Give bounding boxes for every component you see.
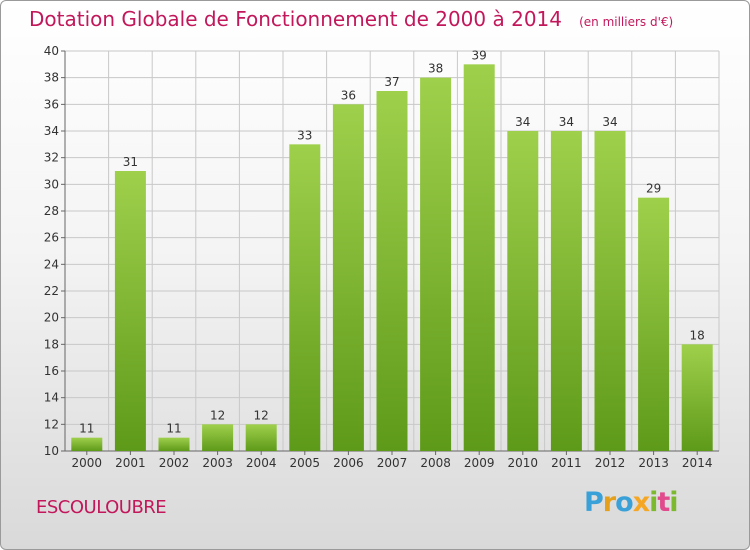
x-tick-label: 2001 [115, 456, 146, 470]
y-tick-label: 40 [44, 44, 59, 58]
bar [594, 131, 626, 451]
x-tick-label: 2010 [508, 456, 539, 470]
y-tick-label: 22 [44, 284, 59, 298]
x-tick-label: 2000 [72, 456, 103, 470]
x-tick-label: 2009 [464, 456, 495, 470]
value-label: 37 [384, 75, 399, 89]
y-tick-label: 38 [44, 71, 59, 85]
value-label: 34 [515, 115, 530, 129]
value-label: 12 [210, 408, 225, 422]
x-tick-label: 2007 [377, 456, 408, 470]
value-label: 34 [559, 115, 574, 129]
value-label: 38 [428, 62, 443, 76]
x-tick-label: 2002 [159, 456, 190, 470]
bar [550, 131, 582, 451]
value-label: 36 [341, 88, 356, 102]
value-labels: 11 31 11 12 12 33 36 37 38 39 34 34 34 29 18 [79, 48, 705, 435]
x-tick-label: 2006 [333, 456, 364, 470]
bar [638, 197, 670, 451]
value-label: 29 [646, 182, 661, 196]
proxiti-logo[interactable]: Proxiti [584, 487, 679, 518]
y-tick-label: 16 [44, 364, 59, 378]
x-tick-label: 2003 [202, 456, 233, 470]
chart-title: Dotation Globale de Fonctionnement de 20… [29, 7, 673, 31]
x-tick-label: 2005 [290, 456, 321, 470]
value-label: 11 [166, 422, 181, 436]
value-label: 33 [297, 128, 312, 142]
y-tick-label: 24 [44, 257, 59, 271]
bar [202, 424, 234, 451]
bar [420, 77, 452, 452]
x-tick-label: 2012 [595, 456, 626, 470]
y-tick-label: 36 [44, 97, 59, 111]
y-tick-label: 28 [44, 204, 59, 218]
value-label: 12 [254, 408, 269, 422]
y-tick-label: 34 [44, 124, 59, 138]
bar [289, 144, 321, 452]
title-main: Dotation Globale de Fonctionnement de 20… [29, 7, 562, 31]
y-tick-label: 18 [44, 337, 59, 351]
y-tick-label: 30 [44, 177, 59, 191]
bars [71, 64, 713, 452]
x-tick-label: 2011 [551, 456, 582, 470]
x-tick-label: 2008 [420, 456, 451, 470]
value-label: 34 [602, 115, 617, 129]
y-tick-label: 10 [44, 444, 59, 458]
commune-name: ESCOULOUBRE [36, 497, 167, 518]
y-tick-label: 12 [44, 417, 59, 431]
value-label: 18 [690, 328, 705, 342]
x-tick-label: 2004 [246, 456, 277, 470]
y-tick-label: 32 [44, 151, 59, 165]
bar [376, 91, 408, 451]
value-label: 31 [123, 155, 138, 169]
x-tick-label: 2013 [638, 456, 669, 470]
bar [114, 171, 146, 451]
bar [463, 64, 495, 452]
bar [681, 344, 713, 451]
bar [71, 437, 103, 451]
bar [158, 437, 190, 451]
y-tick-label: 14 [44, 391, 59, 405]
value-label: 39 [472, 48, 487, 62]
title-unit: (en milliers d'€) [579, 15, 674, 29]
y-tick-label: 26 [44, 231, 59, 245]
axes: 10 12 14 16 18 20 22 24 26 28 30 32 34 36 38 40 2000 2001… [44, 44, 719, 470]
bar [245, 424, 277, 451]
y-tick-label: 20 [44, 311, 59, 325]
x-tick-label: 2014 [682, 456, 713, 470]
bar [332, 104, 364, 451]
value-label: 11 [79, 422, 94, 436]
bar [507, 131, 539, 451]
